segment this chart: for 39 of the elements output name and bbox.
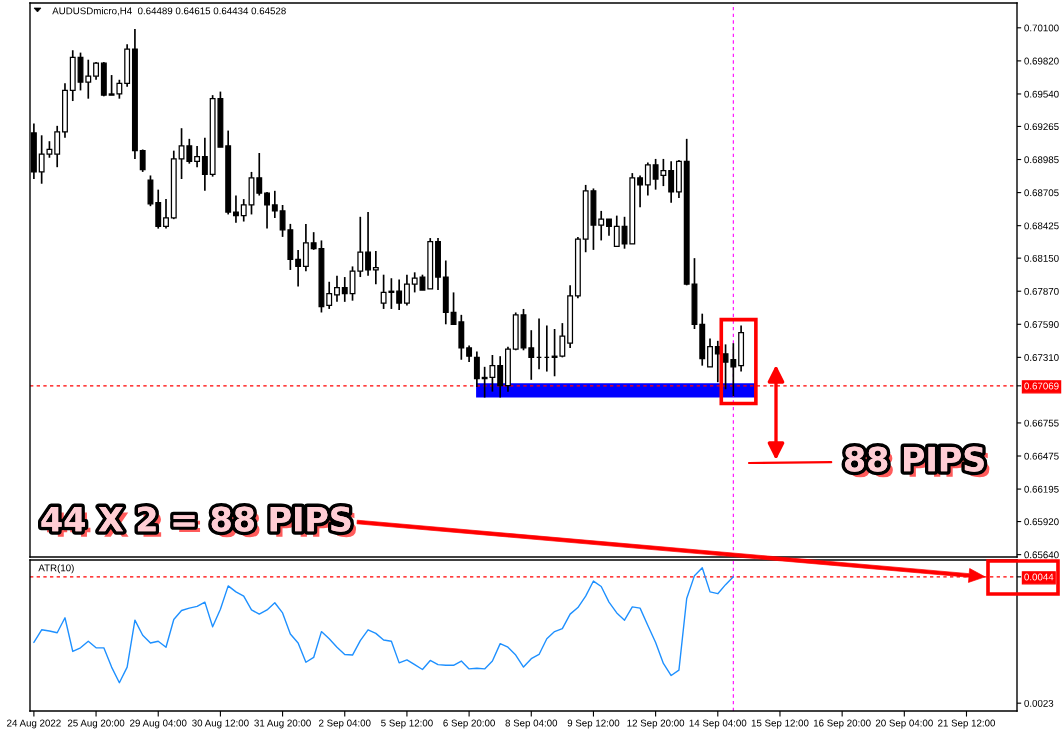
y-tick-label: 0.70100 bbox=[1024, 24, 1059, 32]
y-tick-label: 0.66195 bbox=[1024, 485, 1059, 493]
x-tick-label: 16 Sep 20:00 bbox=[813, 719, 871, 729]
x-tick-label: 5 Sep 12:00 bbox=[381, 719, 433, 729]
x-tick-label: 24 Aug 2022 bbox=[7, 719, 61, 729]
x-tick-label: 14 Sep 04:00 bbox=[689, 719, 747, 729]
y-tick-label: 0.69265 bbox=[1024, 123, 1059, 131]
y-tick-label: 0.67590 bbox=[1024, 321, 1059, 328]
y-tick-label: 0.67069 bbox=[1024, 382, 1059, 390]
x-tick-label: 25 Aug 20:00 bbox=[67, 719, 125, 729]
chart-title: ATR(10) bbox=[38, 564, 74, 574]
x-tick-label: 30 Aug 12:00 bbox=[192, 719, 249, 729]
x-tick-label: 9 Sep 12:00 bbox=[567, 719, 620, 729]
x-tick-label: 31 Aug 20:00 bbox=[254, 719, 311, 729]
y-tick-label: 0.68425 bbox=[1024, 222, 1059, 230]
x-tick-label: 21 Sep 12:00 bbox=[938, 719, 996, 729]
annotation: 44 X 2 = 88 PIPS bbox=[41, 506, 357, 538]
y-tick-label: 0.68985 bbox=[1024, 156, 1059, 164]
x-tick-label: 20 Sep 04:00 bbox=[875, 719, 933, 729]
y-tick-label: 0.67310 bbox=[1024, 354, 1059, 361]
y-tick-label: 0.65640 bbox=[1024, 551, 1059, 559]
y-tick-label: 0.0044 bbox=[1024, 573, 1054, 581]
x-tick-label: 29 Aug 04:00 bbox=[130, 719, 187, 729]
y-tick-label: 0.68150 bbox=[1024, 254, 1059, 262]
y-tick-label: 0.0023 bbox=[1024, 699, 1054, 707]
y-tick-label: 0.69540 bbox=[1024, 90, 1059, 98]
y-tick-label: 0.69820 bbox=[1024, 57, 1059, 65]
x-tick-label: 6 Sep 20:00 bbox=[443, 719, 495, 729]
y-tick-label: 0.65920 bbox=[1024, 518, 1059, 526]
x-tick-label: 15 Sep 12:00 bbox=[751, 719, 809, 729]
x-tick-label: 2 Sep 04:00 bbox=[319, 719, 371, 729]
y-tick-label: 0.67870 bbox=[1024, 287, 1059, 295]
annotation: 88 PIPS bbox=[845, 446, 990, 478]
y-tick-label: 0.68705 bbox=[1024, 189, 1059, 197]
y-tick-label: 0.66755 bbox=[1024, 419, 1059, 427]
chart-title: AUDUSDmicro,H4 0.64489 0.64615 0.64434 0.64528 bbox=[52, 7, 286, 16]
y-tick-label: 0.66475 bbox=[1024, 452, 1059, 460]
x-tick-label: 8 Sep 04:00 bbox=[505, 719, 558, 729]
x-tick-label: 12 Sep 20:00 bbox=[627, 719, 685, 729]
